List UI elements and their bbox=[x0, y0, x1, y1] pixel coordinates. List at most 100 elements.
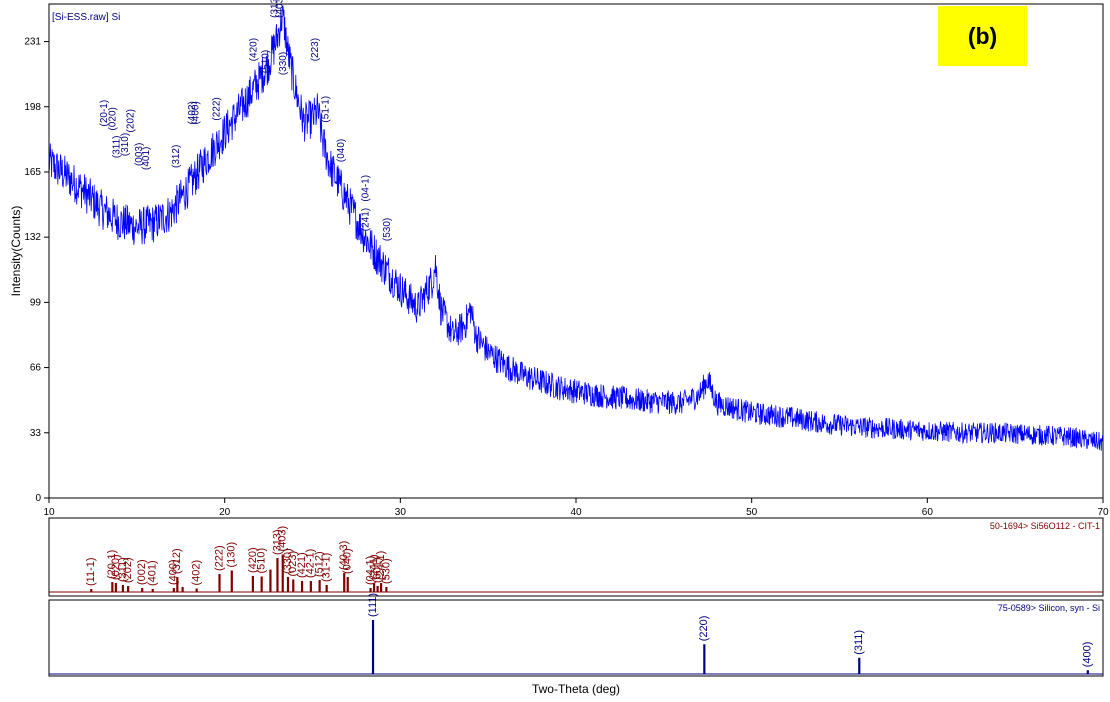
ref-peak-label: (330) bbox=[282, 548, 294, 574]
ref1-frame bbox=[48, 517, 1104, 597]
x-axis-label: Two-Theta (deg) bbox=[532, 682, 620, 696]
ref-stick bbox=[369, 588, 372, 592]
y-axis: 0 33 66 99 132 165 198 231 bbox=[24, 37, 49, 504]
ref-stick bbox=[325, 585, 328, 592]
peak-label: (003) bbox=[134, 143, 145, 166]
x-axis: 10 20 30 40 50 60 70 bbox=[43, 498, 1109, 518]
ref-stick bbox=[181, 587, 184, 592]
y-tick-label: 165 bbox=[24, 167, 41, 178]
ref-peak-label: (202) bbox=[122, 557, 134, 583]
ref-stick bbox=[251, 576, 254, 592]
ref-peak-label: (42-1) bbox=[305, 549, 317, 578]
ref1-sticks: (11-1) (20-1)(020)(311)(202) (002)(401) (40… bbox=[49, 526, 1103, 593]
ref-stick bbox=[281, 554, 284, 592]
ref-peak-label: (400) bbox=[1082, 642, 1094, 668]
ref-stick bbox=[380, 583, 383, 592]
peak-label: (312) bbox=[171, 145, 182, 168]
ref-stick bbox=[385, 587, 388, 592]
ref-stick bbox=[276, 558, 279, 592]
y-tick-label: 99 bbox=[30, 297, 42, 308]
xrd-pattern-series bbox=[48, 5, 1104, 451]
ref-peak-label: (130) bbox=[226, 542, 238, 568]
peak-label: (04-1) bbox=[361, 175, 372, 202]
ref-stick bbox=[292, 579, 295, 592]
ref-stick bbox=[127, 586, 130, 592]
x-tick-label: 60 bbox=[922, 507, 934, 518]
ref-peak-label: (31-1) bbox=[321, 553, 333, 582]
ref-peak-label: (222) bbox=[213, 545, 225, 571]
peak-label: (420) bbox=[248, 38, 259, 61]
peak-label: (400) bbox=[190, 101, 201, 124]
ref-peak-label: (111) bbox=[367, 593, 379, 617]
ref-peak-label: (241) bbox=[368, 554, 380, 580]
ref-peak-label: (601) bbox=[371, 557, 383, 583]
peak-label: (223) bbox=[310, 38, 321, 61]
ref-stick bbox=[172, 588, 175, 592]
ref-stick bbox=[703, 644, 706, 674]
ref-peak-label: (313) bbox=[271, 529, 283, 555]
ref-stick bbox=[218, 574, 221, 592]
peak-label: (310) bbox=[120, 133, 131, 156]
y-axis-label: Intensity(Counts) bbox=[9, 206, 23, 297]
ref-peak-label: (020) bbox=[110, 554, 122, 580]
peak-label: (401) bbox=[141, 147, 152, 170]
ref-stick bbox=[309, 581, 312, 592]
ref1-title: 50-1694> Si56O112 - CIT-1 bbox=[990, 521, 1100, 531]
ref-stick bbox=[858, 657, 861, 674]
y-tick-label: 33 bbox=[30, 428, 42, 439]
ref-peak-label: (040) bbox=[342, 548, 354, 574]
ref-peak-label: (401) bbox=[147, 560, 159, 586]
peak-label: (040) bbox=[336, 139, 347, 162]
ref-stick bbox=[141, 588, 144, 592]
peak-label: (402) bbox=[187, 101, 198, 124]
peak-label: (311) bbox=[111, 136, 122, 159]
ref-peak-label: (402) bbox=[191, 560, 203, 586]
ref-stick bbox=[111, 582, 114, 592]
ref-stick bbox=[343, 573, 346, 592]
x-tick-label: 50 bbox=[746, 507, 758, 518]
ref-peak-label: (312) bbox=[171, 548, 183, 574]
ref-peak-label: (20-1) bbox=[106, 550, 118, 579]
ref-stick bbox=[1086, 670, 1089, 674]
x-tick-label: 10 bbox=[43, 507, 55, 518]
y-tick-label: 231 bbox=[24, 37, 41, 48]
peak-label: (241) bbox=[361, 208, 372, 231]
ref-stick bbox=[300, 581, 304, 592]
ref-stick bbox=[176, 577, 179, 592]
y-tick-label: 198 bbox=[24, 102, 41, 113]
ref-stick bbox=[376, 586, 379, 592]
ref-peak-label: (04-1) bbox=[364, 556, 376, 585]
ref-peak-label: (512) bbox=[314, 551, 326, 577]
peak-labels: (20-1)(020) (311)(310)(202) (003)(401) (312… bbox=[99, 0, 393, 241]
ref-peak-label: (311) bbox=[117, 557, 129, 582]
ref2-sticks: (111) (220) (311) (400) bbox=[49, 593, 1103, 675]
ref-peak-label: (530) bbox=[380, 558, 392, 584]
ref-stick bbox=[286, 577, 290, 592]
ref-peak-label: (220) bbox=[698, 616, 710, 642]
peak-label: (530) bbox=[382, 218, 393, 241]
peak-label: (313) bbox=[269, 0, 280, 18]
ref-peak-label: (403) bbox=[277, 526, 289, 552]
main-chart-title: [Si-ESS.raw] Si bbox=[52, 12, 120, 23]
ref-stick bbox=[372, 583, 376, 592]
main-plot-frame bbox=[48, 3, 1104, 499]
ref2-title: 75-0589> Silicon, syn - Si bbox=[998, 603, 1100, 613]
y-tick-label: 132 bbox=[24, 232, 41, 243]
peak-label: (020) bbox=[108, 107, 119, 130]
peak-label: (51-1) bbox=[320, 96, 331, 123]
ref-stick bbox=[260, 576, 263, 592]
ref-stick bbox=[121, 585, 124, 592]
ref-peak-label: (40-3) bbox=[338, 541, 350, 570]
x-tick-label: 30 bbox=[395, 507, 407, 518]
ref-stick bbox=[269, 569, 272, 592]
peak-label: (510) bbox=[261, 50, 272, 73]
ref2-frame bbox=[48, 599, 1104, 677]
peak-label: (222) bbox=[211, 97, 222, 120]
x-tick-label: 40 bbox=[570, 507, 582, 518]
ref-stick bbox=[230, 570, 233, 592]
xrd-pattern-line bbox=[48, 5, 1104, 451]
y-tick-label: 0 bbox=[35, 493, 41, 504]
peak-label: (330) bbox=[278, 52, 289, 75]
